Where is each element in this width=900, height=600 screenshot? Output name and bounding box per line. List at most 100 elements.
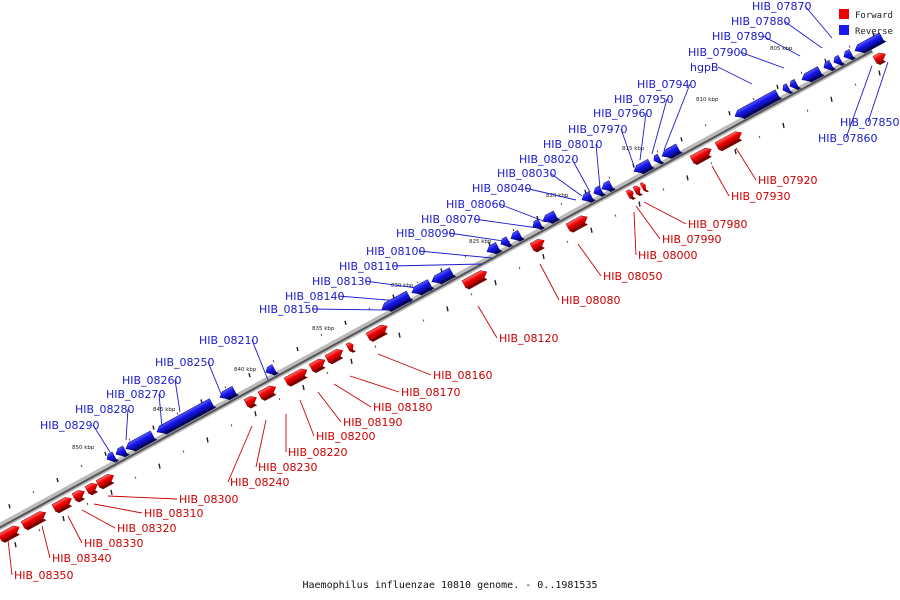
- tick-mark: [230, 424, 233, 427]
- forward-gene-arrow: [529, 239, 545, 253]
- tick-mark: [86, 502, 89, 506]
- leader-lines: [7, 5, 889, 576]
- tick-mark: [656, 150, 659, 153]
- tick-mark: [662, 188, 665, 191]
- tick-mark: [254, 411, 257, 417]
- gene-label: HIB_08030: [497, 167, 557, 180]
- forward-gene-arrow: [283, 368, 308, 387]
- leader-line: [207, 361, 223, 397]
- tick-mark: [566, 240, 569, 244]
- gene-label: HIB_08300: [179, 493, 239, 506]
- gene-label: HIB_08160: [433, 369, 493, 382]
- leader-line: [81, 509, 116, 529]
- legend-forward-swatch: [839, 9, 849, 19]
- leader-line: [41, 525, 51, 559]
- gene-label: HIB_08320: [117, 522, 177, 535]
- leader-line: [158, 393, 163, 429]
- leader-line: [391, 263, 483, 267]
- tick-mark: [470, 293, 473, 296]
- tick-mark: [104, 451, 107, 457]
- reverse-gene-arrow: [431, 267, 457, 285]
- tick-mark: [776, 84, 779, 90]
- gene-label: HIB_08220: [288, 446, 348, 459]
- reverse-gene-arrow: [789, 79, 802, 90]
- forward-gene-arrow: [365, 324, 388, 342]
- tick-mark: [416, 281, 419, 284]
- legend-forward-label: Forward: [855, 11, 893, 21]
- reverse-gene-arrow: [115, 445, 130, 458]
- legend: Forward Reverse: [839, 9, 893, 37]
- gene-label: HIB_07990: [662, 233, 722, 246]
- gene-label: hgpB: [690, 61, 718, 74]
- gene-label: HIB_08000: [638, 249, 698, 262]
- gene-label: HIB_07970: [568, 123, 628, 136]
- leader-line: [174, 379, 181, 413]
- tick-mark: [248, 373, 251, 378]
- leader-line: [711, 165, 730, 197]
- map-caption: Haemophilus influenzae 10810 genome. - 0…: [302, 580, 597, 591]
- forward-gene-arrow: [20, 511, 47, 531]
- tick-mark: [128, 438, 131, 441]
- leader-line: [67, 515, 83, 544]
- leader-line: [317, 391, 342, 423]
- tick-mark: [206, 437, 209, 443]
- leader-line: [577, 243, 602, 277]
- forward-gene-arrow: [872, 52, 887, 66]
- tick-mark: [878, 70, 881, 76]
- tick-mark: [800, 71, 803, 75]
- reverse-gene-arrow: [500, 236, 514, 248]
- tick-mark: [8, 504, 11, 509]
- forward-gene-arrow: [689, 147, 712, 165]
- tick-mark: [110, 489, 113, 495]
- leader-line: [739, 51, 785, 69]
- tick-mark: [752, 97, 755, 101]
- gene-label: HIB_08100: [366, 245, 426, 258]
- kbp-label: 805 kbp: [770, 46, 793, 52]
- tick-mark: [224, 386, 227, 389]
- kbp-label: 845 kbp: [153, 407, 176, 413]
- tick-marks: [8, 32, 881, 548]
- tick-mark: [512, 228, 515, 232]
- gene-label: HIB_08150: [259, 303, 319, 316]
- gene-label: HIB_07890: [712, 30, 772, 43]
- reverse-gene-arrow: [593, 185, 607, 197]
- reverse-gene-arrow: [381, 290, 414, 312]
- gene-label: HIB_08280: [75, 403, 135, 416]
- leader-line: [477, 305, 498, 339]
- reverse-gene-arrow: [633, 158, 655, 175]
- leader-line: [311, 308, 389, 311]
- leader-line: [92, 424, 111, 453]
- tick-mark: [518, 266, 521, 270]
- gene-label: HIB_07950: [614, 93, 674, 106]
- leader-line: [473, 218, 539, 229]
- gene-label: HIB_07870: [752, 0, 812, 13]
- gene-label: HIB_08310: [144, 507, 204, 520]
- tick-mark: [278, 397, 281, 401]
- gene-label: HIB_08020: [519, 153, 579, 166]
- gene-label: HIB_07940: [637, 78, 697, 91]
- gene-label: HIB_08290: [40, 419, 100, 432]
- tick-mark: [326, 371, 329, 375]
- tick-mark: [560, 202, 563, 206]
- leader-line: [571, 158, 591, 193]
- gene-label: HIB_08050: [603, 270, 663, 283]
- gene-label: HIB_08080: [561, 294, 621, 307]
- leader-line: [651, 98, 668, 155]
- forward-gene-arrow: [51, 497, 73, 514]
- tick-mark: [398, 332, 401, 338]
- tick-mark: [374, 345, 377, 348]
- gene-label: HIB_08190: [343, 416, 403, 429]
- reverse-gene-arrow: [601, 180, 616, 192]
- tick-mark: [542, 253, 545, 260]
- reverse-gene-arrow: [219, 385, 240, 401]
- gene-label: HIB_08010: [543, 138, 603, 151]
- tick-mark: [680, 137, 683, 142]
- leader-line: [93, 503, 143, 514]
- forward-gene-arrow: [308, 358, 326, 373]
- gene-label: HIB_07880: [731, 15, 791, 28]
- kbp-label: 850 kbp: [72, 445, 95, 451]
- reverse-gene-arrow: [106, 451, 120, 463]
- reverse-gene-arrow: [734, 89, 783, 120]
- leader-line: [643, 201, 687, 225]
- gene-label: HIB_08170: [401, 386, 461, 399]
